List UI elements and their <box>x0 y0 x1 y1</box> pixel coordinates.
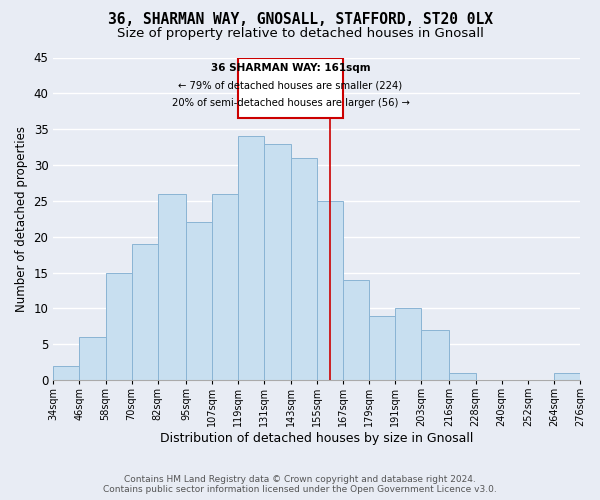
Bar <box>238 136 265 380</box>
Bar <box>131 244 158 380</box>
Bar <box>158 194 186 380</box>
Text: 36, SHARMAN WAY, GNOSALL, STAFFORD, ST20 0LX: 36, SHARMAN WAY, GNOSALL, STAFFORD, ST20… <box>107 12 493 28</box>
Text: Size of property relative to detached houses in Gnosall: Size of property relative to detached ho… <box>116 28 484 40</box>
Y-axis label: Number of detached properties: Number of detached properties <box>15 126 28 312</box>
Bar <box>53 366 79 380</box>
FancyBboxPatch shape <box>238 58 343 118</box>
Bar <box>449 373 476 380</box>
Bar <box>343 280 369 380</box>
Text: ← 79% of detached houses are smaller (224): ← 79% of detached houses are smaller (22… <box>178 80 403 90</box>
Bar <box>317 201 343 380</box>
Bar <box>186 222 212 380</box>
Bar <box>421 330 449 380</box>
X-axis label: Distribution of detached houses by size in Gnosall: Distribution of detached houses by size … <box>160 432 473 445</box>
Bar <box>395 308 421 380</box>
Bar <box>265 144 290 380</box>
Bar <box>554 373 580 380</box>
Text: 20% of semi-detached houses are larger (56) →: 20% of semi-detached houses are larger (… <box>172 98 409 108</box>
Bar <box>290 158 317 380</box>
Bar <box>212 194 238 380</box>
Text: Contains HM Land Registry data © Crown copyright and database right 2024.
Contai: Contains HM Land Registry data © Crown c… <box>103 474 497 494</box>
Bar <box>369 316 395 380</box>
Bar <box>106 272 131 380</box>
Text: 36 SHARMAN WAY: 161sqm: 36 SHARMAN WAY: 161sqm <box>211 63 370 73</box>
Bar <box>79 337 106 380</box>
